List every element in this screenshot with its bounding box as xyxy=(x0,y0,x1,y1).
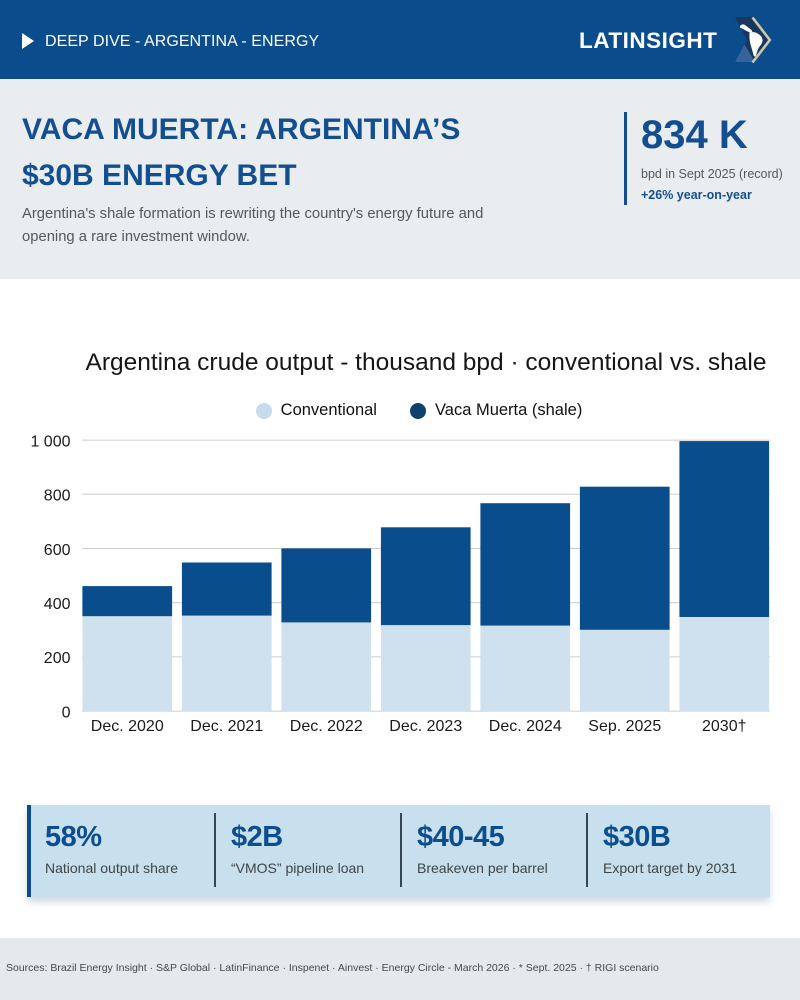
svg-text:800: 800 xyxy=(44,488,71,505)
svg-text:0: 0 xyxy=(62,704,71,721)
svg-text:200: 200 xyxy=(44,650,71,667)
svg-text:400: 400 xyxy=(44,596,71,613)
svg-text:Dec. 2021: Dec. 2021 xyxy=(190,718,263,735)
svg-text:Dec. 2022: Dec. 2022 xyxy=(290,718,363,735)
svg-text:Dec. 2020: Dec. 2020 xyxy=(91,718,164,735)
svg-text:Sep. 2025: Sep. 2025 xyxy=(588,718,661,735)
svg-text:2030†: 2030† xyxy=(702,718,747,735)
svg-text:Dec. 2024: Dec. 2024 xyxy=(489,718,562,735)
svg-text:600: 600 xyxy=(44,542,71,559)
svg-text:1 000: 1 000 xyxy=(30,433,70,450)
svg-text:Dec. 2023: Dec. 2023 xyxy=(389,718,462,735)
